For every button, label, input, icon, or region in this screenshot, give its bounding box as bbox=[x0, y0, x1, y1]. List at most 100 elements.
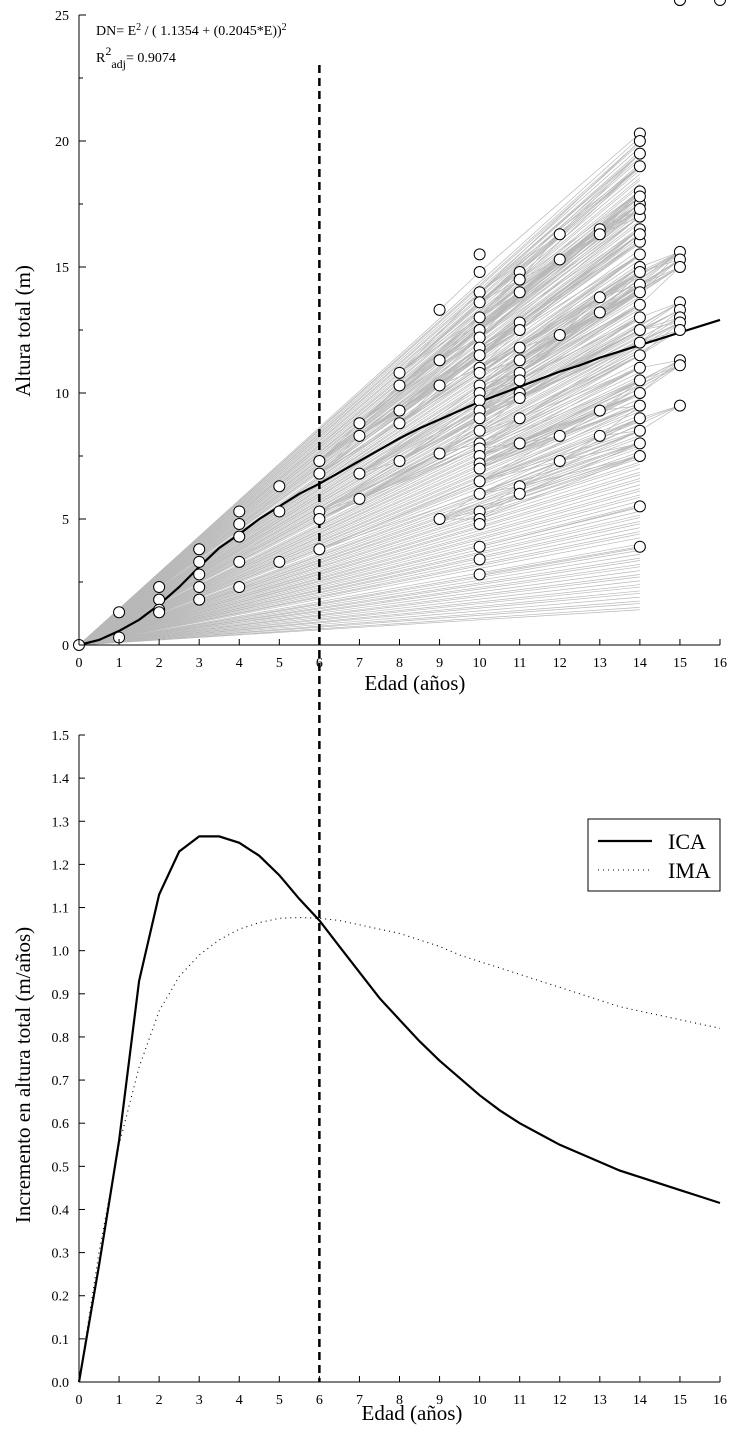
scatter-point bbox=[353, 429, 366, 442]
growth-line bbox=[78, 447, 640, 646]
growth-line bbox=[78, 606, 640, 646]
x-tick-label-top: 9 bbox=[436, 656, 443, 671]
y-tick-label-bottom: 0.2 bbox=[52, 1290, 70, 1305]
growth-segment bbox=[359, 448, 480, 500]
y-tick-label-bottom: 0.5 bbox=[52, 1160, 70, 1175]
growth-line bbox=[78, 454, 640, 646]
growth-line bbox=[78, 137, 641, 646]
growth-segment bbox=[479, 485, 520, 512]
growth-segment bbox=[439, 493, 480, 520]
y-tick-label-top: 15 bbox=[55, 261, 69, 276]
growth-segment bbox=[559, 271, 641, 336]
y-axis-title-top: Altura total (m) bbox=[11, 265, 35, 397]
x-tick-label-bottom: 10 bbox=[473, 1393, 487, 1408]
scatter-point bbox=[553, 329, 566, 342]
growth-segment bbox=[479, 443, 520, 457]
growth-segment bbox=[639, 359, 681, 394]
growth-segment bbox=[359, 347, 480, 437]
growth-segment bbox=[479, 405, 641, 482]
growth-line bbox=[78, 435, 640, 646]
growth-line bbox=[78, 408, 641, 646]
scatter-point bbox=[393, 404, 406, 417]
growth-segment bbox=[519, 304, 641, 381]
growth-segment bbox=[479, 359, 520, 394]
scatter-point bbox=[633, 147, 646, 160]
growth-segment bbox=[479, 380, 641, 457]
growth-line bbox=[78, 480, 640, 646]
growth-line bbox=[78, 468, 640, 646]
growth-line bbox=[78, 574, 640, 646]
growth-segment bbox=[479, 266, 641, 369]
growth-line bbox=[78, 253, 641, 646]
growth-segment bbox=[519, 266, 681, 374]
scatter-point bbox=[233, 518, 246, 531]
growth-line bbox=[78, 600, 640, 646]
growth-segment bbox=[399, 279, 520, 386]
scatter-point bbox=[233, 555, 246, 568]
growth-segment bbox=[479, 443, 520, 449]
growth-line bbox=[78, 382, 641, 646]
growth-segment bbox=[479, 203, 641, 331]
scatter-point bbox=[553, 455, 566, 468]
scatter-point bbox=[633, 324, 646, 336]
growth-segment bbox=[439, 511, 480, 520]
x-tick-label-bottom: 12 bbox=[553, 1393, 567, 1408]
growth-segment bbox=[519, 364, 681, 444]
growth-segment bbox=[479, 342, 641, 432]
growth-line bbox=[78, 507, 640, 646]
growth-segment bbox=[479, 233, 560, 293]
growth-segment bbox=[639, 266, 681, 306]
y-tick-label-bottom: 0.1 bbox=[52, 1333, 70, 1348]
scatter-point bbox=[633, 190, 646, 203]
growth-segment bbox=[479, 435, 560, 482]
growth-segment bbox=[479, 228, 641, 348]
fitted-curve bbox=[78, 318, 721, 647]
growth-segment bbox=[479, 228, 641, 338]
growth-line bbox=[78, 484, 640, 646]
growth-segment bbox=[359, 460, 400, 474]
growth-segment bbox=[479, 354, 641, 449]
x-tick-label-bottom: 11 bbox=[513, 1393, 526, 1408]
growth-segment bbox=[639, 301, 681, 318]
growth-segment bbox=[479, 216, 641, 338]
growth-segment bbox=[479, 397, 520, 432]
legend-label-ima: IMA bbox=[668, 858, 711, 883]
scatter-point bbox=[153, 581, 166, 594]
growth-line bbox=[78, 543, 640, 646]
growth-segment bbox=[519, 296, 601, 361]
scatter-point bbox=[633, 298, 646, 311]
increment-series bbox=[77, 835, 721, 1383]
growth-segment bbox=[599, 417, 641, 437]
x-tick-label-top: 4 bbox=[236, 656, 243, 671]
growth-segment bbox=[519, 254, 641, 348]
growth-line bbox=[78, 504, 640, 646]
growth-line bbox=[78, 457, 640, 646]
growth-segment bbox=[639, 359, 681, 369]
y-tick-label-bottom: 0.3 bbox=[52, 1247, 70, 1262]
growth-segment bbox=[479, 304, 641, 394]
growth-segment bbox=[519, 317, 641, 399]
growth-segment bbox=[519, 241, 641, 331]
growth-segment bbox=[479, 133, 641, 273]
axes-top bbox=[78, 14, 721, 646]
growth-segment bbox=[319, 329, 480, 462]
growth-segment bbox=[599, 291, 641, 313]
growth-line bbox=[78, 398, 641, 646]
growth-segment bbox=[519, 301, 681, 394]
growth-segment bbox=[319, 347, 480, 462]
scatter-point bbox=[313, 543, 326, 556]
scatter-point bbox=[473, 266, 486, 279]
scatter-point bbox=[193, 593, 206, 606]
growth-line bbox=[78, 514, 640, 646]
x-tick-label-bottom: 7 bbox=[356, 1393, 363, 1408]
growth-line bbox=[78, 557, 640, 646]
scatter-point bbox=[393, 417, 406, 430]
scatter-point bbox=[633, 203, 646, 216]
growth-line bbox=[78, 392, 641, 646]
scatter-point bbox=[393, 366, 406, 379]
x-tick-label-top: 3 bbox=[196, 656, 203, 671]
growth-line bbox=[78, 384, 641, 646]
growth-segment bbox=[639, 317, 681, 343]
growth-segment bbox=[599, 191, 641, 230]
scatter-point bbox=[233, 581, 246, 594]
